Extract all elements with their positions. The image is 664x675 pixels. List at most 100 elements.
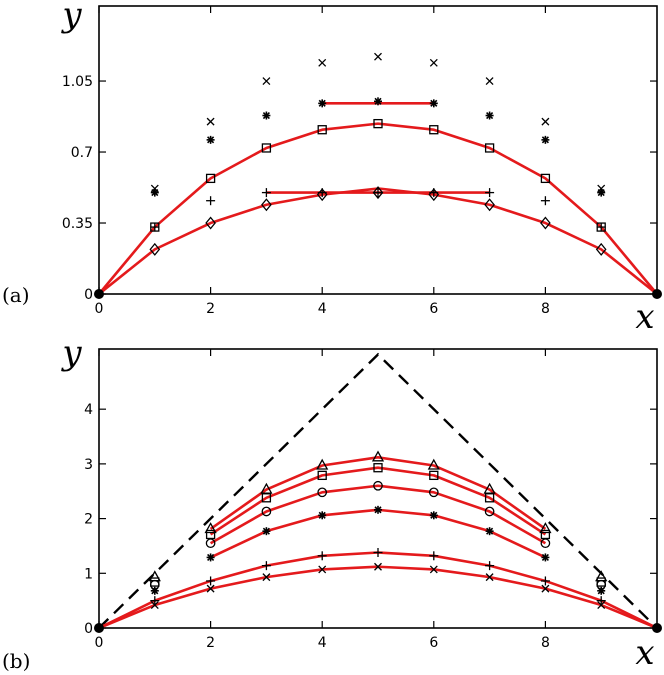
y-tick-label: 0 <box>84 287 93 303</box>
y-tick-label: 0.35 <box>62 216 93 232</box>
marker-series-plus <box>150 188 606 232</box>
marker-stroke <box>430 99 438 107</box>
marker-triangle <box>595 570 608 582</box>
marker-stroke <box>429 58 438 67</box>
marker-asterisk <box>429 511 438 520</box>
marker-cross <box>429 58 438 67</box>
marker-cross <box>374 562 382 571</box>
chart-panel-a: 0 2 4 6 8 0 0.35 0.7 1.05 y x (a) <box>2 0 662 337</box>
marker-plus <box>596 222 606 232</box>
marker-diamond <box>372 186 384 200</box>
x-tick-label: 2 <box>206 301 215 317</box>
marker-asterisk <box>318 511 327 520</box>
marker-plus <box>206 196 216 206</box>
marker-stroke <box>318 565 327 574</box>
series-line <box>209 484 547 545</box>
marker-triangle <box>371 450 385 462</box>
marker-dot <box>94 289 104 299</box>
marker-square <box>429 470 439 481</box>
x-tick-label: 0 <box>95 301 104 317</box>
y-tick-label: 1 <box>84 566 93 582</box>
plot-frame <box>98 348 658 629</box>
marker-stroke <box>318 511 326 519</box>
x-tick-label: 6 <box>429 635 438 651</box>
marker-diamond <box>149 242 161 256</box>
marker-circle <box>261 506 272 517</box>
marker-series-square <box>150 463 606 587</box>
marker-diamond <box>595 242 607 256</box>
marker-stroke <box>541 553 549 561</box>
marker-plus <box>540 196 550 206</box>
x-axis-label: x <box>635 297 654 337</box>
marker-triangle <box>427 458 440 470</box>
marker-dot <box>652 623 662 633</box>
marker-triangle <box>204 522 217 534</box>
marker-series-dot <box>94 289 662 299</box>
y-tick-label: 0 <box>84 621 93 637</box>
marker-diamond <box>428 188 440 202</box>
series-line <box>98 565 658 630</box>
marker-square <box>429 125 439 135</box>
marker-stroke <box>485 573 494 582</box>
marker-stroke <box>374 562 382 571</box>
marker-stroke <box>262 77 271 86</box>
marker-asterisk <box>206 553 215 562</box>
marker-circle <box>428 487 439 498</box>
marker-asterisk <box>597 188 606 197</box>
marker-stroke <box>374 506 382 514</box>
marker-series-dot <box>94 623 662 633</box>
marker-series-asterisk <box>150 97 606 197</box>
marker-plus <box>596 596 606 606</box>
marker-asterisk <box>374 505 382 514</box>
y-tick-label: 1.05 <box>62 74 93 90</box>
marker-stroke <box>486 111 494 120</box>
y-tick-label: 2 <box>84 512 93 528</box>
marker-triangle <box>316 458 329 470</box>
x-axis-label: x <box>635 633 654 673</box>
marker-diamond <box>205 216 216 230</box>
marker-cross <box>262 77 271 86</box>
marker-asterisk <box>485 111 494 120</box>
marker-series-square <box>150 118 606 232</box>
marker-triangle <box>539 522 552 534</box>
x-tick-label: 4 <box>318 635 327 651</box>
marker-square <box>540 173 551 184</box>
y-tick-label: 0.7 <box>71 145 93 161</box>
marker-cross <box>429 565 438 574</box>
x-tick-label: 2 <box>206 635 215 651</box>
marker-stroke <box>206 117 215 126</box>
series-line <box>209 456 547 531</box>
marker-series-plus <box>150 548 606 606</box>
marker-asterisk <box>318 99 327 108</box>
marker-stroke <box>486 527 494 535</box>
marker-cross <box>485 573 494 582</box>
marker-series-triangle <box>148 450 608 582</box>
marker-diamond <box>316 188 328 202</box>
marker-cross <box>206 117 215 126</box>
dashed-reference-line <box>98 352 658 629</box>
marker-triangle <box>148 570 161 582</box>
marker-asterisk <box>374 97 382 106</box>
marker-stroke <box>207 553 215 561</box>
marker-stroke <box>374 52 382 61</box>
marker-circle <box>373 480 383 491</box>
marker-stroke <box>206 584 215 593</box>
marker-stroke <box>541 584 550 593</box>
marker-asterisk <box>262 111 271 120</box>
marker-square <box>596 577 606 587</box>
marker-stroke <box>318 58 327 67</box>
marker-asterisk <box>429 99 438 108</box>
marker-plus <box>540 576 550 586</box>
marker-square <box>205 173 216 184</box>
marker-diamond <box>484 198 495 212</box>
marker-stroke <box>541 136 549 144</box>
marker-plus <box>373 548 383 558</box>
marker-stroke <box>374 97 382 105</box>
marker-plus <box>485 561 495 571</box>
marker-stroke <box>597 189 605 197</box>
marker-square <box>317 470 327 481</box>
marker-stroke <box>318 99 326 107</box>
marker-asterisk <box>206 135 215 144</box>
marker-stroke <box>151 189 159 197</box>
